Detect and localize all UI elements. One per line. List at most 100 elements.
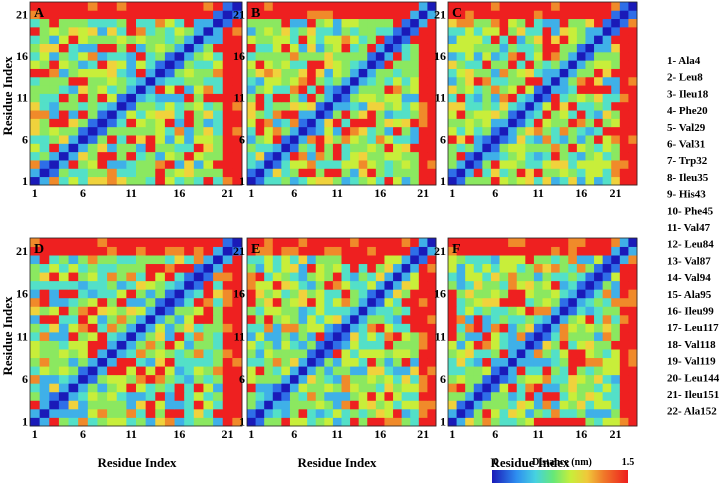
heatmap-cell	[78, 126, 89, 136]
heatmap-cell	[448, 272, 457, 282]
x-axis-title-f: Residue Index	[490, 455, 570, 470]
heatmap-cell	[585, 280, 595, 290]
heatmap-cell	[508, 349, 518, 359]
heatmap-cell	[232, 110, 243, 119]
heatmap-cell	[174, 246, 185, 256]
heatmap-cell	[107, 68, 118, 78]
heatmap-cell	[281, 306, 291, 316]
heatmap-cell	[281, 168, 291, 178]
heatmap-cell	[401, 76, 411, 86]
heatmap-cell	[30, 76, 41, 86]
heatmap-cell	[585, 135, 595, 144]
y-tick-label: 11	[17, 91, 28, 105]
heatmap-cell	[367, 118, 377, 128]
heatmap-cell	[508, 391, 518, 401]
heatmap-cell	[332, 18, 342, 28]
heatmap-cell	[568, 143, 578, 153]
heatmap-cell	[611, 135, 621, 144]
heatmap-cell	[418, 110, 428, 119]
heatmap-cell	[367, 340, 377, 350]
x-tick-label: 21	[610, 186, 622, 200]
heatmap-cell	[611, 349, 621, 359]
heatmap-cell	[203, 340, 214, 350]
heatmap-cell	[126, 35, 137, 44]
heatmap-cell	[367, 18, 377, 28]
heatmap-cell	[568, 168, 578, 178]
heatmap-cell	[264, 10, 274, 20]
heatmap-cell	[465, 135, 475, 144]
heatmap-cell	[307, 306, 317, 316]
heatmap-cell	[602, 408, 612, 418]
heatmap-cell	[465, 101, 475, 111]
heatmap-cell	[332, 126, 342, 136]
heatmap-cell	[264, 126, 274, 136]
heatmap-cell	[490, 76, 500, 86]
heatmap-cell	[30, 18, 41, 28]
heatmap-cell	[222, 272, 233, 282]
heatmap-cell	[427, 110, 437, 119]
heatmap-cell	[375, 18, 385, 28]
heatmap-cell	[324, 135, 334, 144]
heatmap-cell	[97, 35, 108, 44]
heatmap-cell	[30, 391, 41, 401]
heatmap-cell	[272, 2, 282, 11]
heatmap-cell	[49, 323, 60, 333]
heatmap-cell	[473, 238, 483, 247]
heatmap-cell	[585, 349, 595, 359]
heatmap-cell	[155, 297, 166, 307]
heatmap-cell	[401, 408, 411, 418]
heatmap-cell	[126, 143, 137, 153]
heatmap-cell	[465, 297, 475, 307]
heatmap-cell	[525, 323, 535, 333]
heatmap-cell	[164, 160, 175, 169]
heatmap-cell	[367, 383, 377, 393]
heatmap-cell	[155, 118, 166, 128]
heatmap-cell	[559, 400, 569, 410]
heatmap-cell	[78, 176, 89, 186]
heatmap-cell	[410, 76, 420, 86]
heatmap-cell	[107, 10, 118, 20]
heatmap-cell	[341, 35, 351, 44]
heatmap-cell	[448, 391, 457, 401]
heatmap-cell	[456, 43, 466, 53]
heatmap-cell	[232, 118, 243, 128]
heatmap-cell	[341, 246, 351, 256]
heatmap-cell	[418, 332, 428, 341]
heatmap-cell	[247, 255, 256, 265]
heatmap-cell	[107, 417, 118, 427]
heatmap-cell	[126, 85, 137, 94]
heatmap-cell	[358, 408, 368, 418]
heatmap-cell	[87, 246, 98, 256]
heatmap-cell	[116, 340, 127, 350]
heatmap-cell	[222, 10, 233, 20]
heatmap-cell	[602, 10, 612, 20]
heatmap-cell	[418, 400, 428, 410]
heatmap-cell	[393, 400, 403, 410]
heatmap-cell	[164, 408, 175, 418]
heatmap-cell	[126, 151, 137, 161]
heatmap-cell	[68, 417, 79, 427]
heatmap-cell	[499, 160, 509, 169]
heatmap-cell	[145, 51, 156, 61]
heatmap-cell	[456, 280, 466, 290]
heatmap-cell	[516, 280, 526, 290]
heatmap-cell	[585, 93, 595, 103]
heatmap-cell	[410, 26, 420, 36]
heatmap-cell	[542, 238, 552, 247]
heatmap-cell	[611, 383, 621, 393]
heatmap-cell	[375, 306, 385, 316]
heatmap-cell	[367, 85, 377, 94]
heatmap-cell	[427, 51, 437, 61]
x-tick-label: 1	[32, 427, 38, 441]
heatmap-cell	[264, 246, 274, 256]
heatmap-cell	[465, 383, 475, 393]
heatmap-cell	[213, 408, 224, 418]
heatmap-cell	[341, 255, 351, 265]
heatmap-cell	[174, 35, 185, 44]
heatmap-cell	[619, 160, 629, 169]
heatmap-cell	[611, 417, 621, 427]
heatmap-cell	[401, 238, 411, 247]
heatmap-cell	[358, 151, 368, 161]
heatmap-cell	[473, 408, 483, 418]
heatmap-cell	[281, 408, 291, 418]
